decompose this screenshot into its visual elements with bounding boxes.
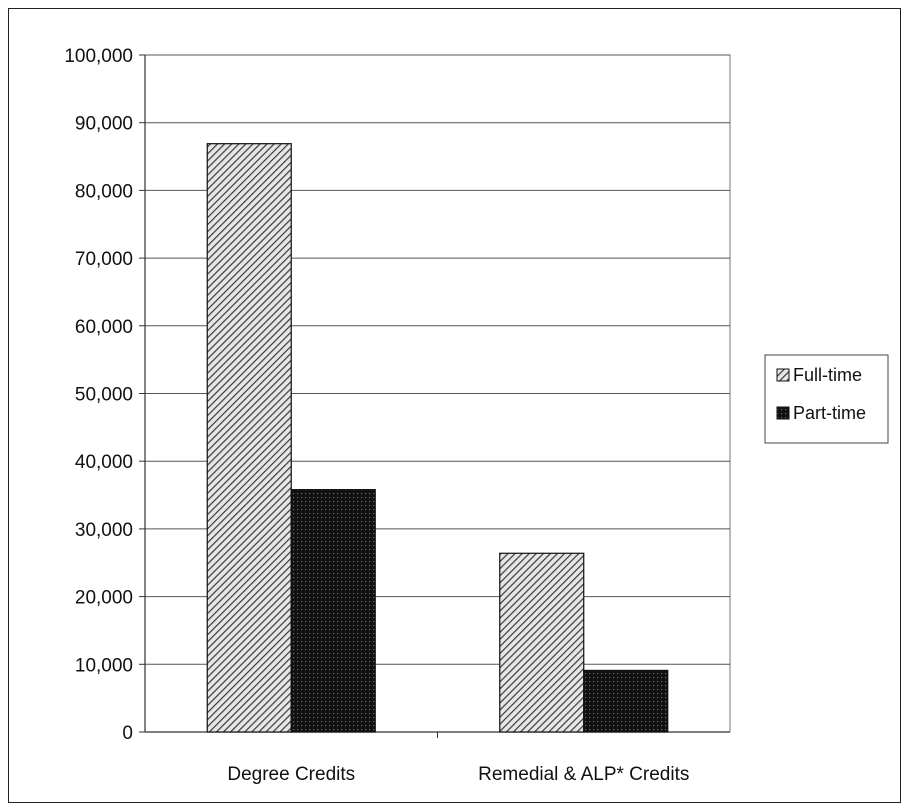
y-tick-label: 100,000: [64, 46, 133, 67]
legend-label: Full-time: [793, 365, 862, 385]
y-tick-label: 80,000: [75, 181, 133, 202]
legend: Full-time Part-time: [764, 354, 889, 444]
bar-part-time-1: [290, 489, 376, 733]
y-tick-label: 50,000: [75, 385, 133, 406]
bar-full-time-1: [206, 143, 292, 733]
legend-label: Part-time: [793, 403, 866, 423]
bar-full-time-2: [499, 552, 585, 733]
y-tick-label: 10,000: [75, 655, 133, 676]
plot-area: 0 10,000 20,000 30,000 40,000 50,000 60,000 70,…: [64, 46, 731, 785]
legend-swatch-full-time: [776, 368, 790, 382]
y-tick-label: 90,000: [75, 114, 133, 135]
y-tick-label: 60,000: [75, 317, 133, 338]
x-category-label: Degree Credits: [227, 764, 355, 785]
y-tick-label: 40,000: [75, 452, 133, 473]
y-tick-label: 30,000: [75, 520, 133, 541]
x-category-label: Remedial & ALP* Credits: [478, 764, 689, 785]
bar-part-time-2: [583, 669, 669, 733]
y-tick-label: 20,000: [75, 588, 133, 609]
legend-swatch-part-time: [776, 406, 790, 420]
y-tick-label: 0: [122, 723, 133, 744]
y-tick-label: 70,000: [75, 249, 133, 270]
